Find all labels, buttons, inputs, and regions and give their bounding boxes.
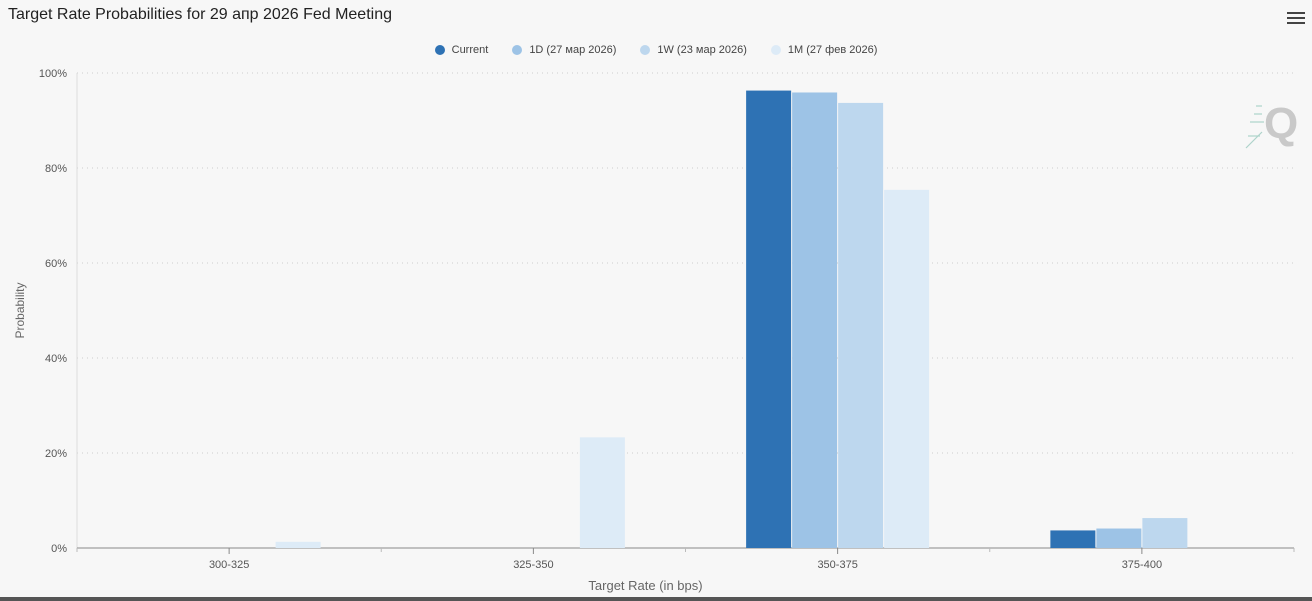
y-tick-label: 20%: [45, 448, 67, 460]
legend-item[interactable]: 1M (27 фев 2026): [770, 44, 878, 56]
legend: Current 1D (27 мар 2026) 1W (23 мар 2026) 1…: [0, 44, 1312, 56]
legend-item[interactable]: 1D (27 мар 2026): [512, 44, 616, 56]
y-tick-label: 60%: [45, 258, 67, 270]
legend-swatch: [434, 45, 445, 55]
legend-label: 1D (27 мар 2026): [529, 44, 617, 56]
y-axis-title: Probability: [13, 282, 27, 338]
y-tick-label: 0%: [51, 543, 67, 555]
legend-swatch: [640, 45, 651, 55]
legend-item[interactable]: 1W (23 мар 2026): [640, 44, 747, 56]
legend-label: Current: [451, 44, 489, 56]
bar-350-375-series-0: [746, 90, 792, 548]
chart-title: Target Rate Probabilities for 29 апр 202…: [8, 6, 392, 23]
x-tick-label: 300-325: [209, 559, 249, 571]
bar-300-325-series-3: [275, 541, 321, 548]
quikstrike-q-logo-icon: Q: [1245, 99, 1298, 149]
legend-swatch: [770, 45, 781, 55]
bottom-border: [0, 597, 1312, 601]
hamburger-menu-icon[interactable]: [1287, 10, 1305, 26]
legend-label: 1M (27 фев 2026): [787, 44, 878, 56]
x-tick-label: 375-400: [1122, 559, 1162, 571]
x-tick-label: 350-375: [817, 559, 857, 571]
bar-350-375-series-2: [838, 102, 884, 549]
bar-375-400-series-0: [1050, 530, 1096, 548]
y-tick-label: 40%: [45, 353, 67, 365]
bar-375-400-series-1: [1096, 528, 1142, 548]
x-axis-title: Target Rate (in bps): [588, 578, 702, 593]
bar-350-375-series-1: [792, 92, 838, 548]
bar-325-350-series-3: [579, 437, 625, 548]
x-tick-label: 325-350: [513, 559, 553, 571]
svg-text:Q: Q: [1264, 99, 1298, 148]
legend-swatch: [512, 45, 523, 55]
bar-375-400-series-2: [1142, 518, 1188, 548]
bar-350-375-series-3: [884, 189, 930, 548]
legend-item[interactable]: Current: [434, 44, 489, 56]
y-tick-label: 100%: [39, 68, 67, 80]
y-tick-label: 80%: [45, 163, 67, 175]
legend-label: 1W (23 мар 2026): [657, 44, 747, 56]
